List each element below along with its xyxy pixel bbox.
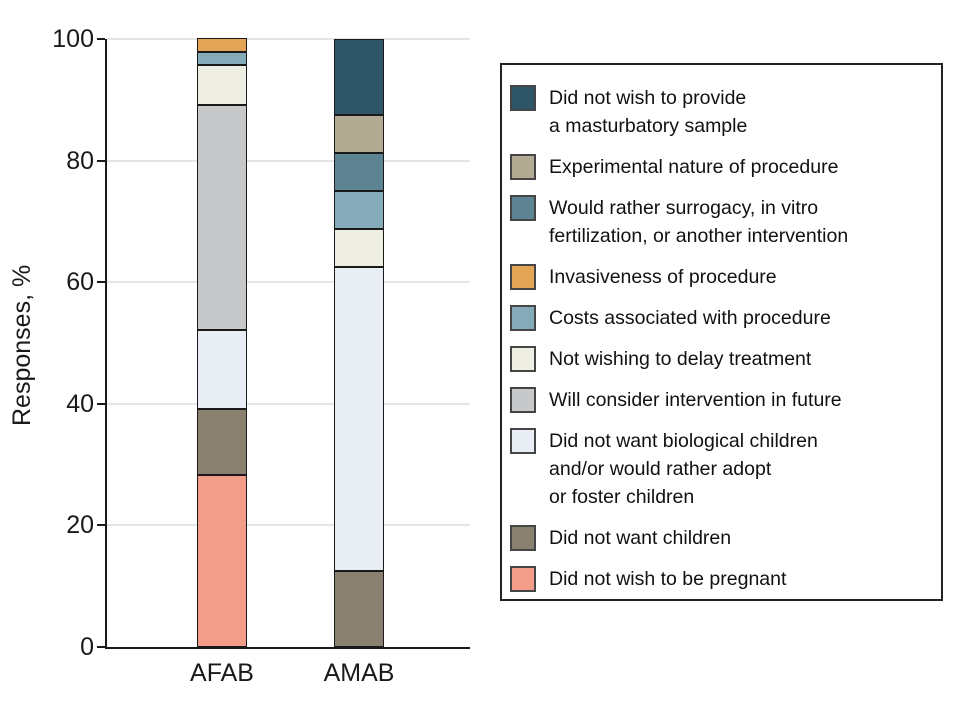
legend-item-8: Did not want children: [510, 524, 929, 552]
legend-label: Costs associated with procedure: [549, 307, 831, 329]
legend-box: Did not wish to provide a masturbatory s…: [500, 63, 943, 601]
legend-item-7: Did not want biological children and/or …: [510, 427, 929, 511]
legend-label: Will consider intervention in future: [549, 389, 842, 411]
bar-segment: [197, 51, 247, 66]
legend-label: Did not want biological children and/or …: [549, 430, 818, 508]
bar-segment: [334, 229, 384, 267]
legend-label: Experimental nature of procedure: [549, 156, 839, 178]
legend-swatch: [510, 264, 536, 290]
y-tick-0: [97, 646, 105, 648]
legend-swatch: [510, 85, 536, 111]
x-axis-line: [105, 647, 470, 649]
legend-label: Did not wish to provide a masturbatory s…: [549, 87, 748, 137]
bar-segment: [334, 571, 384, 647]
legend-label: Would rather surrogacy, in vitro fertili…: [549, 197, 849, 247]
legend-label: Invasiveness of procedure: [549, 266, 777, 288]
bar-segment: [197, 329, 247, 409]
gridline-60: [107, 281, 470, 284]
legend-swatch: [510, 525, 536, 551]
y-tick-label-100: 100: [52, 25, 94, 53]
bar-segment: [197, 38, 247, 52]
legend-swatch: [510, 195, 536, 221]
bar-segment: [197, 104, 247, 330]
y-tick-label-0: 0: [80, 633, 94, 661]
legend-item-5: Not wishing to delay treatment: [510, 345, 929, 373]
y-tick-label-40: 40: [66, 389, 94, 418]
bar-segment: [334, 267, 384, 571]
y-tick-60: [97, 281, 105, 284]
legend-item-0: Did not wish to provide a masturbatory s…: [510, 84, 929, 140]
legend-item-6: Will consider intervention in future: [510, 386, 929, 414]
legend-label: Did not want children: [549, 527, 732, 549]
bar-segment: [197, 408, 247, 475]
legend-swatch: [510, 346, 536, 372]
legend-swatch: [510, 566, 536, 592]
legend-item-9: Did not wish to be pregnant: [510, 565, 929, 593]
bar-segment: [334, 115, 384, 153]
bar-afab: [197, 38, 247, 647]
legend-item-3: Invasiveness of procedure: [510, 263, 929, 291]
legend-swatch: [510, 305, 536, 331]
gridline-100: [107, 38, 470, 40]
legend-item-4: Costs associated with procedure: [510, 304, 929, 332]
y-axis-title: Responses, %: [8, 264, 36, 426]
gridline-20: [107, 524, 470, 527]
legend-label: Not wishing to delay treatment: [549, 348, 812, 370]
bar-segment: [197, 65, 247, 105]
bar-segment: [197, 474, 247, 647]
gridline-80: [107, 159, 470, 162]
y-tick-label-60: 60: [66, 268, 94, 297]
legend-label: Did not wish to be pregnant: [549, 568, 787, 590]
y-tick-100: [97, 38, 105, 40]
bar-segment: [334, 191, 384, 229]
bar-segment: [334, 39, 384, 115]
legend-swatch: [510, 428, 536, 454]
y-tick-20: [97, 524, 105, 527]
y-axis-line: [105, 39, 107, 649]
x-category-label-amab: AMAB: [323, 659, 395, 687]
legend-swatch: [510, 387, 536, 413]
gridline-40: [107, 402, 470, 405]
bar-amab: [334, 39, 384, 647]
y-tick-40: [97, 402, 105, 405]
x-category-label-afab: AFAB: [190, 659, 254, 687]
y-tick-label-80: 80: [66, 146, 94, 175]
legend-item-1: Experimental nature of procedure: [510, 153, 929, 181]
legend-item-2: Would rather surrogacy, in vitro fertili…: [510, 194, 929, 250]
bar-segment: [334, 153, 384, 191]
y-tick-80: [97, 159, 105, 162]
legend-swatch: [510, 154, 536, 180]
plot-area: [107, 38, 470, 647]
y-tick-label-20: 20: [66, 511, 94, 540]
